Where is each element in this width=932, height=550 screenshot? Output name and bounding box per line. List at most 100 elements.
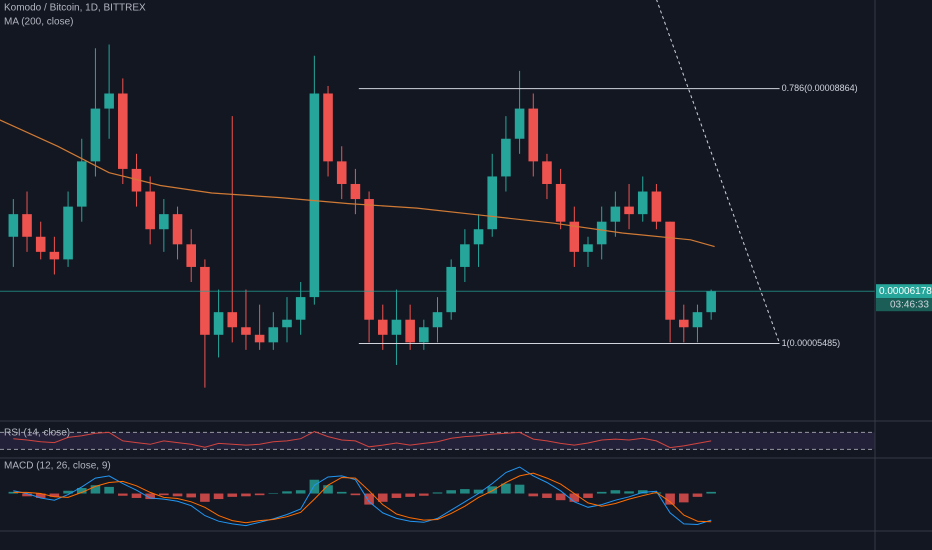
candle-body	[49, 251, 60, 260]
candle-body	[555, 183, 566, 222]
candle-body	[200, 266, 210, 335]
macd-histogram-bar	[583, 493, 593, 498]
candle-body	[213, 312, 224, 335]
candle-body	[569, 221, 580, 252]
macd-histogram-bar	[528, 493, 539, 497]
macd-histogram-bar	[555, 493, 566, 501]
macd-histogram-bar	[227, 493, 238, 497]
moving-average	[0, 119, 715, 248]
candle-body	[419, 327, 429, 343]
candle-body	[76, 161, 87, 207]
candle-body	[391, 319, 402, 335]
macd-line	[13, 466, 712, 527]
candle-body	[487, 176, 498, 230]
candle-body	[227, 312, 238, 328]
candle-body	[665, 221, 675, 320]
macd-histogram-bar	[487, 486, 498, 494]
candle-body	[90, 108, 101, 162]
macd-histogram-bar	[514, 484, 525, 494]
candle-body	[514, 108, 525, 139]
macd-histogram-bar	[706, 491, 716, 494]
candle-body	[678, 319, 689, 328]
rsi-band	[0, 432, 875, 450]
candle-body	[63, 206, 73, 260]
candle-body	[35, 236, 46, 252]
candle-body	[405, 319, 415, 343]
candle-body	[583, 244, 593, 252]
macd-histogram-bar	[569, 493, 580, 502]
candle-body	[145, 191, 155, 230]
macd-histogram-bar	[241, 493, 251, 497]
candle-body	[336, 161, 347, 184]
fib-label: 1(0.00005485)	[782, 338, 841, 348]
macd-histogram-bar	[460, 489, 470, 494]
macd-histogram-bar	[391, 493, 402, 498]
macd-histogram-bar	[309, 479, 320, 494]
macd-histogram-bar	[665, 493, 675, 505]
macd-histogram-bar	[131, 493, 142, 498]
candle-body	[22, 214, 32, 237]
candle-body	[364, 199, 374, 320]
candle-body	[624, 206, 634, 215]
signal-line	[13, 472, 712, 524]
overlay-title: MA (200, close)	[4, 17, 73, 28]
macd-histogram-bar	[118, 493, 128, 496]
macd-histogram-bar	[35, 493, 46, 498]
last-price-label: 0.00006178	[879, 286, 932, 297]
macd-histogram-bar	[350, 493, 361, 496]
fib-label: 0.786(0.00008864)	[782, 83, 858, 93]
macd-histogram-bar	[637, 490, 648, 494]
macd-histogram-bar	[364, 493, 374, 505]
candle-body	[596, 221, 607, 245]
macd-histogram-bar	[624, 491, 634, 494]
candle-body	[254, 334, 265, 343]
candle-body	[241, 327, 251, 335]
marks	[0, 0, 875, 527]
macd-histogram-bar	[254, 493, 265, 496]
macd-histogram-bar	[172, 493, 183, 497]
candle-body	[309, 93, 320, 298]
macd-title: MACD (12, 26, close, 9)	[4, 461, 111, 472]
macd-histogram-bar	[432, 492, 443, 494]
macd-histogram-bar	[104, 486, 114, 494]
candle-body	[159, 214, 169, 230]
macd-histogram-bar	[336, 491, 347, 494]
macd-histogram-bar	[678, 493, 689, 503]
macd-histogram-bar	[282, 491, 292, 494]
candle-body	[104, 93, 114, 109]
trend-line	[656, 0, 781, 344]
candle-body	[282, 319, 292, 328]
macd-histogram-bar	[145, 493, 155, 500]
candle-body	[268, 327, 279, 343]
candle-body	[542, 161, 552, 184]
candle-body	[651, 191, 662, 222]
macd-histogram-bar	[76, 488, 87, 494]
macd-histogram-bar	[377, 493, 388, 502]
macd-histogram-bar	[268, 492, 279, 494]
candle-body	[473, 229, 484, 245]
candle-body	[501, 138, 511, 177]
candle-body	[528, 108, 539, 162]
candle-body	[432, 312, 443, 328]
candle-body	[172, 214, 183, 245]
candle-body	[692, 312, 703, 328]
macd-histogram-bar	[610, 490, 621, 494]
candle-body	[610, 206, 621, 222]
labels: 0.786(0.00008864) 1(0.00005485) 0.00006178…	[782, 83, 932, 348]
macd-histogram-bar	[159, 493, 169, 496]
macd-histogram-bar	[186, 493, 197, 498]
candle-body	[377, 319, 388, 335]
macd-histogram-bar	[90, 485, 101, 494]
candle-body	[186, 244, 197, 267]
chart-title: Komodo / Bitcoin, 1D, BITTREX	[4, 3, 146, 14]
candle-body	[350, 183, 361, 200]
rsi-title: RSI (14, close)	[4, 428, 70, 439]
candle-body	[460, 244, 470, 267]
macd-histogram-bar	[692, 493, 703, 497]
macd-histogram-bar	[419, 493, 429, 496]
macd-histogram-bar	[323, 485, 333, 494]
countdown-box	[876, 298, 932, 312]
countdown-label: 03:46:33	[890, 299, 929, 310]
